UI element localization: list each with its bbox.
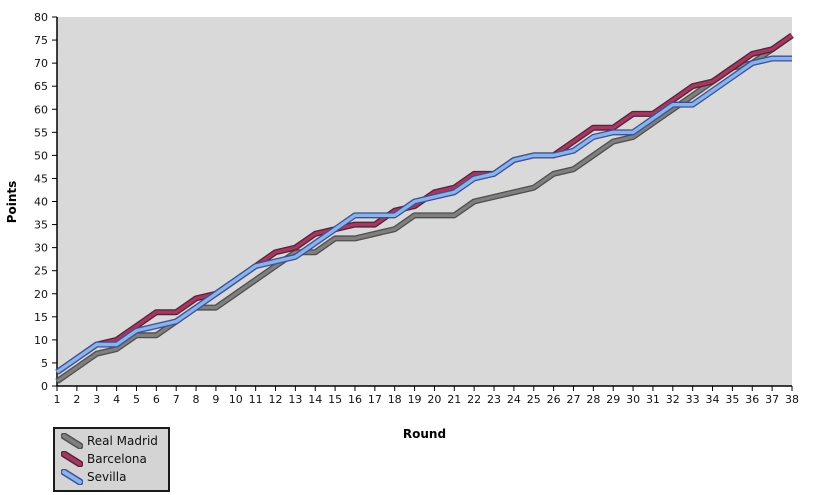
x-tick-label: 16 bbox=[348, 393, 362, 406]
x-tick-label: 14 bbox=[308, 393, 322, 406]
x-tick-label: 34 bbox=[706, 393, 720, 406]
x-tick-label: 4 bbox=[113, 393, 120, 406]
x-tick-label: 7 bbox=[173, 393, 180, 406]
x-tick-label: 25 bbox=[527, 393, 541, 406]
y-tick-label: 15 bbox=[34, 311, 48, 324]
sevilla-line-swatch bbox=[61, 469, 83, 485]
y-tick-label: 0 bbox=[41, 380, 48, 393]
legend-item-sevilla: Sevilla bbox=[61, 468, 158, 486]
x-tick-label: 30 bbox=[626, 393, 640, 406]
x-tick-label: 22 bbox=[467, 393, 481, 406]
x-axis-title: Round bbox=[402, 427, 447, 441]
y-tick-label: 20 bbox=[34, 288, 48, 301]
legend-label: Sevilla bbox=[87, 470, 127, 484]
y-tick-label: 10 bbox=[34, 334, 48, 347]
x-tick-label: 8 bbox=[193, 393, 200, 406]
x-tick-label: 37 bbox=[765, 393, 779, 406]
x-tick-label: 6 bbox=[153, 393, 160, 406]
y-tick-label: 40 bbox=[34, 196, 48, 209]
legend: Real Madrid Barcelona Sevilla bbox=[53, 427, 170, 492]
legend-label: Real Madrid bbox=[87, 434, 158, 448]
x-tick-label: 31 bbox=[646, 393, 660, 406]
x-tick-label: 32 bbox=[666, 393, 680, 406]
x-tick-label: 11 bbox=[249, 393, 263, 406]
x-tick-label: 27 bbox=[566, 393, 580, 406]
x-tick-label: 35 bbox=[725, 393, 739, 406]
x-tick-label: 24 bbox=[507, 393, 521, 406]
y-tick-label: 65 bbox=[34, 80, 48, 93]
real-madrid-line-swatch bbox=[61, 433, 83, 449]
barcelona-line-swatch bbox=[61, 451, 83, 467]
x-tick-label: 15 bbox=[328, 393, 342, 406]
x-tick-label: 26 bbox=[547, 393, 561, 406]
x-tick-label: 19 bbox=[408, 393, 422, 406]
x-tick-label: 2 bbox=[73, 393, 80, 406]
y-tick-label: 55 bbox=[34, 126, 48, 139]
y-tick-label: 45 bbox=[34, 172, 48, 185]
x-tick-label: 20 bbox=[427, 393, 441, 406]
x-tick-label: 12 bbox=[269, 393, 283, 406]
x-tick-label: 13 bbox=[288, 393, 302, 406]
legend-item-real-madrid: Real Madrid bbox=[61, 432, 158, 450]
x-tick-label: 38 bbox=[785, 393, 799, 406]
x-tick-label: 36 bbox=[745, 393, 759, 406]
y-tick-label: 25 bbox=[34, 265, 48, 278]
legend-label: Barcelona bbox=[87, 452, 147, 466]
x-tick-label: 9 bbox=[212, 393, 219, 406]
y-tick-label: 30 bbox=[34, 242, 48, 255]
y-tick-label: 50 bbox=[34, 149, 48, 162]
y-tick-label: 70 bbox=[34, 57, 48, 70]
x-tick-label: 5 bbox=[133, 393, 140, 406]
y-tick-label: 35 bbox=[34, 219, 48, 232]
y-tick-label: 5 bbox=[41, 357, 48, 370]
x-tick-label: 10 bbox=[229, 393, 243, 406]
series-line-sevilla bbox=[56, 56, 792, 374]
y-tick-label: 60 bbox=[34, 103, 48, 116]
legend-item-barcelona: Barcelona bbox=[61, 450, 158, 468]
x-tick-label: 18 bbox=[388, 393, 402, 406]
x-tick-label: 23 bbox=[487, 393, 501, 406]
y-tick-label: 80 bbox=[34, 11, 48, 24]
y-tick-label: 75 bbox=[34, 34, 48, 47]
x-tick-label: 28 bbox=[586, 393, 600, 406]
x-tick-label: 21 bbox=[447, 393, 461, 406]
x-tick-label: 3 bbox=[93, 393, 100, 406]
x-tick-label: 1 bbox=[54, 393, 61, 406]
x-tick-label: 29 bbox=[606, 393, 620, 406]
x-tick-label: 33 bbox=[686, 393, 700, 406]
y-axis-title: Points bbox=[5, 180, 19, 224]
x-tick-label: 17 bbox=[368, 393, 382, 406]
